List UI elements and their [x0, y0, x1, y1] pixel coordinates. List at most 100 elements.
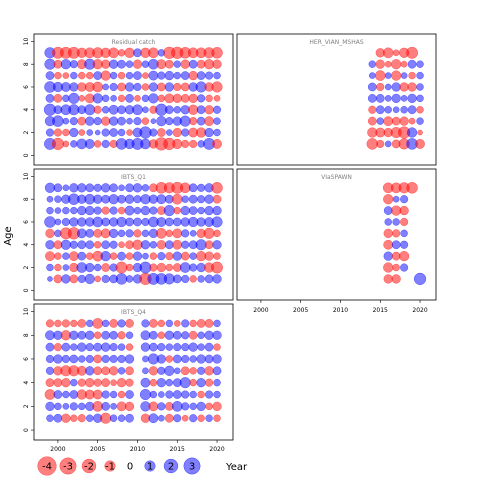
residual-bubble	[141, 117, 150, 125]
residual-bubble	[400, 106, 408, 114]
residual-bubble	[69, 330, 79, 340]
residual-bubble	[407, 82, 417, 92]
residual-bubble	[164, 59, 174, 69]
residual-bubble	[173, 414, 182, 423]
residual-bubble	[108, 116, 119, 126]
residual-bubble	[70, 319, 78, 328]
x-tick-label: 2005	[293, 307, 308, 314]
y-tick-label: 4	[23, 381, 30, 385]
residual-bubble	[126, 117, 133, 125]
residual-bubble	[85, 330, 95, 340]
residual-bubble	[156, 378, 166, 388]
residual-bubble	[212, 401, 222, 412]
residual-bubble	[408, 71, 416, 80]
residual-bubble	[53, 390, 63, 399]
residual-bubble	[204, 127, 214, 138]
residual-bubble	[165, 263, 174, 272]
residual-bubble	[45, 366, 55, 375]
residual-bubble	[70, 140, 78, 148]
residual-bubble	[69, 217, 79, 227]
residual-bubble	[416, 106, 424, 114]
residual-bubble	[125, 60, 134, 68]
residual-bubble	[383, 274, 393, 284]
residual-bubble	[181, 139, 190, 148]
residual-bubble	[367, 116, 377, 126]
residual-bubble	[125, 71, 134, 80]
residual-bubble	[102, 83, 109, 91]
residual-bubble	[156, 194, 167, 205]
residual-bubble	[375, 127, 386, 138]
residual-bubble	[164, 413, 174, 423]
residual-bubble	[134, 95, 141, 102]
x-tick-label: 2005	[90, 446, 105, 453]
y-tick-label: 10	[23, 172, 30, 180]
residual-bubble	[101, 378, 111, 388]
residual-bubble	[101, 59, 111, 69]
residual-bubble	[165, 343, 174, 351]
residual-bubble	[93, 378, 102, 387]
residual-bubble	[118, 241, 125, 249]
residual-bubble	[93, 354, 103, 364]
residual-bubble	[391, 240, 401, 250]
residual-bubble	[92, 81, 104, 93]
residual-bubble	[46, 414, 54, 422]
residual-bubble	[45, 71, 55, 80]
residual-bubble	[149, 263, 158, 272]
panel-ibts-q4: IBTS_Q4 0 2 4 6 8 10 2000 2005 2010 2015 2020	[23, 303, 234, 453]
residual-bubble	[93, 206, 102, 215]
residual-bubble	[117, 229, 126, 238]
residual-bubble	[212, 194, 222, 204]
residual-bubble	[180, 59, 190, 69]
shared-x-axis-right: 2000 2005 2010 2015 2020	[253, 300, 428, 314]
residual-bubble	[141, 229, 150, 238]
residual-bubble	[133, 217, 142, 227]
residual-bubble	[132, 59, 143, 69]
panel-title: Residual catch	[112, 39, 156, 46]
residual-bubble	[164, 330, 174, 340]
residual-bubble	[172, 138, 183, 150]
residual-bubble	[212, 105, 222, 114]
residual-bubble	[382, 47, 394, 59]
residual-bubble	[416, 60, 424, 68]
residual-bubble	[85, 319, 94, 328]
residual-bubble	[173, 82, 182, 92]
residual-bubble	[60, 82, 71, 92]
residual-bubble	[212, 366, 222, 376]
residual-bubble	[197, 390, 205, 399]
residual-bubble	[44, 182, 56, 193]
residual-bubble	[101, 128, 110, 137]
residual-bubble	[77, 378, 86, 387]
legend-label: -3	[63, 462, 73, 473]
residual-bubble	[69, 183, 79, 193]
residual-bubble	[54, 195, 62, 203]
residual-bubble	[172, 93, 182, 104]
residual-bubble	[181, 229, 190, 238]
residual-bubble	[156, 217, 167, 227]
residual-bubble	[196, 354, 206, 364]
residual-bubble	[179, 262, 191, 273]
residual-bubble	[213, 95, 221, 102]
residual-bubble	[61, 274, 71, 284]
residual-bubble	[406, 46, 419, 59]
residual-bubble	[204, 240, 214, 250]
residual-bubble	[70, 71, 78, 80]
y-tick-label: 0	[23, 288, 30, 292]
residual-bubble	[62, 117, 70, 125]
residual-bubble	[368, 105, 377, 114]
residual-bubble	[101, 240, 111, 250]
residual-bubble	[148, 70, 159, 81]
residual-bubble	[61, 413, 71, 423]
residual-bubble	[124, 47, 135, 58]
residual-bubble	[45, 354, 55, 364]
residual-bubble	[92, 401, 104, 412]
residual-bubble	[70, 414, 78, 422]
residual-bubble	[392, 106, 400, 114]
residual-bubble	[204, 194, 214, 204]
residual-bubble	[61, 217, 70, 227]
residual-bubble	[213, 229, 221, 238]
residual-bubble	[109, 343, 118, 352]
residual-bubble	[140, 330, 151, 341]
residual-bubble	[157, 331, 166, 339]
x-tick-label: 2020	[209, 446, 224, 453]
residual-bubble	[197, 414, 205, 422]
